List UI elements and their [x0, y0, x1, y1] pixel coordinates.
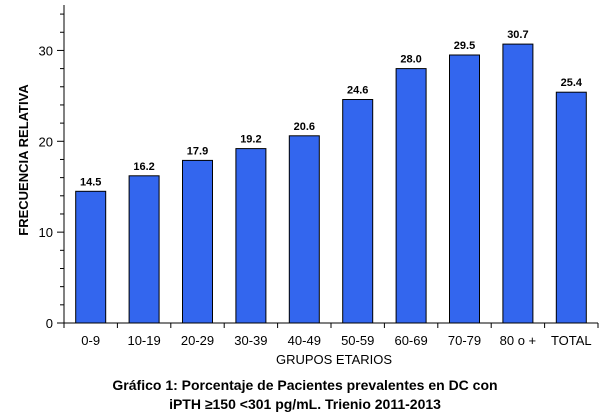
bar-10-19 — [128, 175, 160, 324]
y-tick-label: 20 — [39, 134, 53, 149]
x-tick-label: 50-59 — [341, 333, 374, 348]
bar-30-39 — [235, 148, 267, 324]
data-label: 30.7 — [507, 29, 528, 41]
data-label: 16.2 — [133, 161, 154, 173]
y-axis-title: FRECUENCIA RELATIVA — [16, 84, 31, 236]
x-tick-label: 70-79 — [448, 333, 481, 348]
bar-80-o-+ — [502, 43, 534, 324]
data-label: 14.5 — [80, 176, 101, 188]
chart-caption-line-2: iPTH ≥150 <301 pg/mL. Trienio 2011-2013 — [169, 396, 441, 412]
bar-20-29 — [182, 159, 213, 324]
bar-60-69 — [395, 68, 427, 324]
x-tick-label: 30-39 — [234, 333, 267, 348]
x-axis-title: GRUPOS ETARIOS — [276, 352, 392, 367]
data-label: 25.4 — [561, 77, 583, 89]
data-label: 17.9 — [187, 145, 208, 157]
x-tick-label: TOTAL — [551, 333, 592, 348]
data-label: 19.2 — [240, 134, 261, 146]
x-tick-label: 40-49 — [288, 333, 321, 348]
bar-50-59 — [342, 99, 374, 324]
bar-40-49 — [288, 135, 320, 324]
chart-caption-line-1: Gráfico 1: Porcentaje de Pacientes preva… — [112, 377, 498, 393]
data-label: 20.6 — [294, 121, 315, 133]
axes-layer: 0 10 20 30 0-9 10-19 20-29 30-39 40-49 50-59 60-69… — [39, 5, 599, 348]
x-tick-label: 0-9 — [81, 333, 100, 348]
y-tick-label: 0 — [46, 316, 53, 331]
x-tick-label: 80 o + — [500, 333, 537, 348]
data-label: 24.6 — [347, 85, 368, 97]
x-tick-label: 20-29 — [181, 333, 214, 348]
data-label: 29.5 — [454, 40, 475, 52]
bar-70-79 — [449, 54, 480, 324]
bars-layer: 14.5 16.2 17.9 19.2 20.6 24.6 28.0 29.5 30.7 25.4 — [75, 29, 587, 324]
x-tick-label: 60-69 — [394, 333, 427, 348]
x-tick-label: 10-19 — [127, 333, 160, 348]
data-label: 28.0 — [400, 54, 421, 66]
bar-0-9 — [75, 190, 107, 324]
y-tick-label: 10 — [39, 225, 53, 240]
y-tick-label: 30 — [39, 43, 53, 58]
bar-TOTAL — [555, 91, 587, 324]
